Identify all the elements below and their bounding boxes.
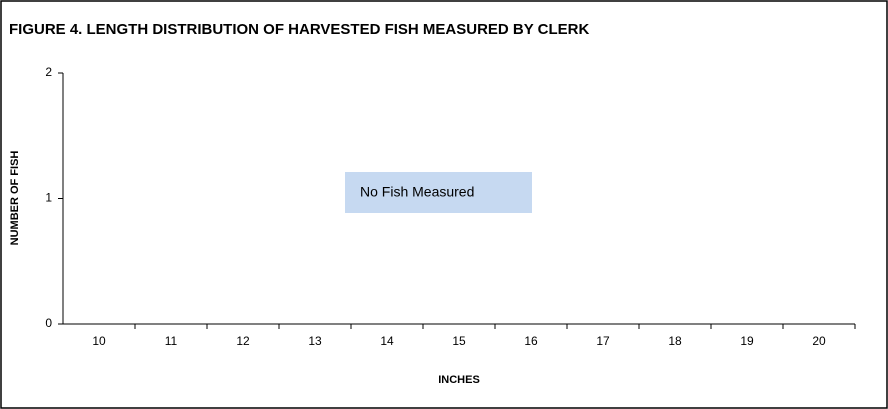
x-tick-label: 13 <box>308 334 322 348</box>
x-tick-label: 15 <box>452 334 466 348</box>
x-tick-label: 10 <box>92 334 106 348</box>
y-tick-label: 0 <box>45 316 52 330</box>
annotation-box <box>345 172 532 213</box>
x-tick-label: 11 <box>165 334 178 348</box>
x-tick-label: 18 <box>668 334 682 348</box>
x-tick-label: 19 <box>740 334 754 348</box>
x-tick-label: 12 <box>236 334 250 348</box>
y-axis-title: NUMBER OF FISH <box>9 151 21 246</box>
x-axis-title: INCHES <box>438 374 480 386</box>
y-tick-label: 1 <box>45 191 52 205</box>
x-tick-label: 14 <box>380 334 394 348</box>
annotation: No Fish Measured <box>360 184 474 200</box>
chart-title: FIGURE 4. LENGTH DISTRIBUTION OF HARVEST… <box>9 21 589 38</box>
y-tick-label: 2 <box>45 65 52 79</box>
x-tick-label: 17 <box>596 334 610 348</box>
x-tick-label: 20 <box>812 334 826 348</box>
x-tick-label: 16 <box>524 334 538 348</box>
